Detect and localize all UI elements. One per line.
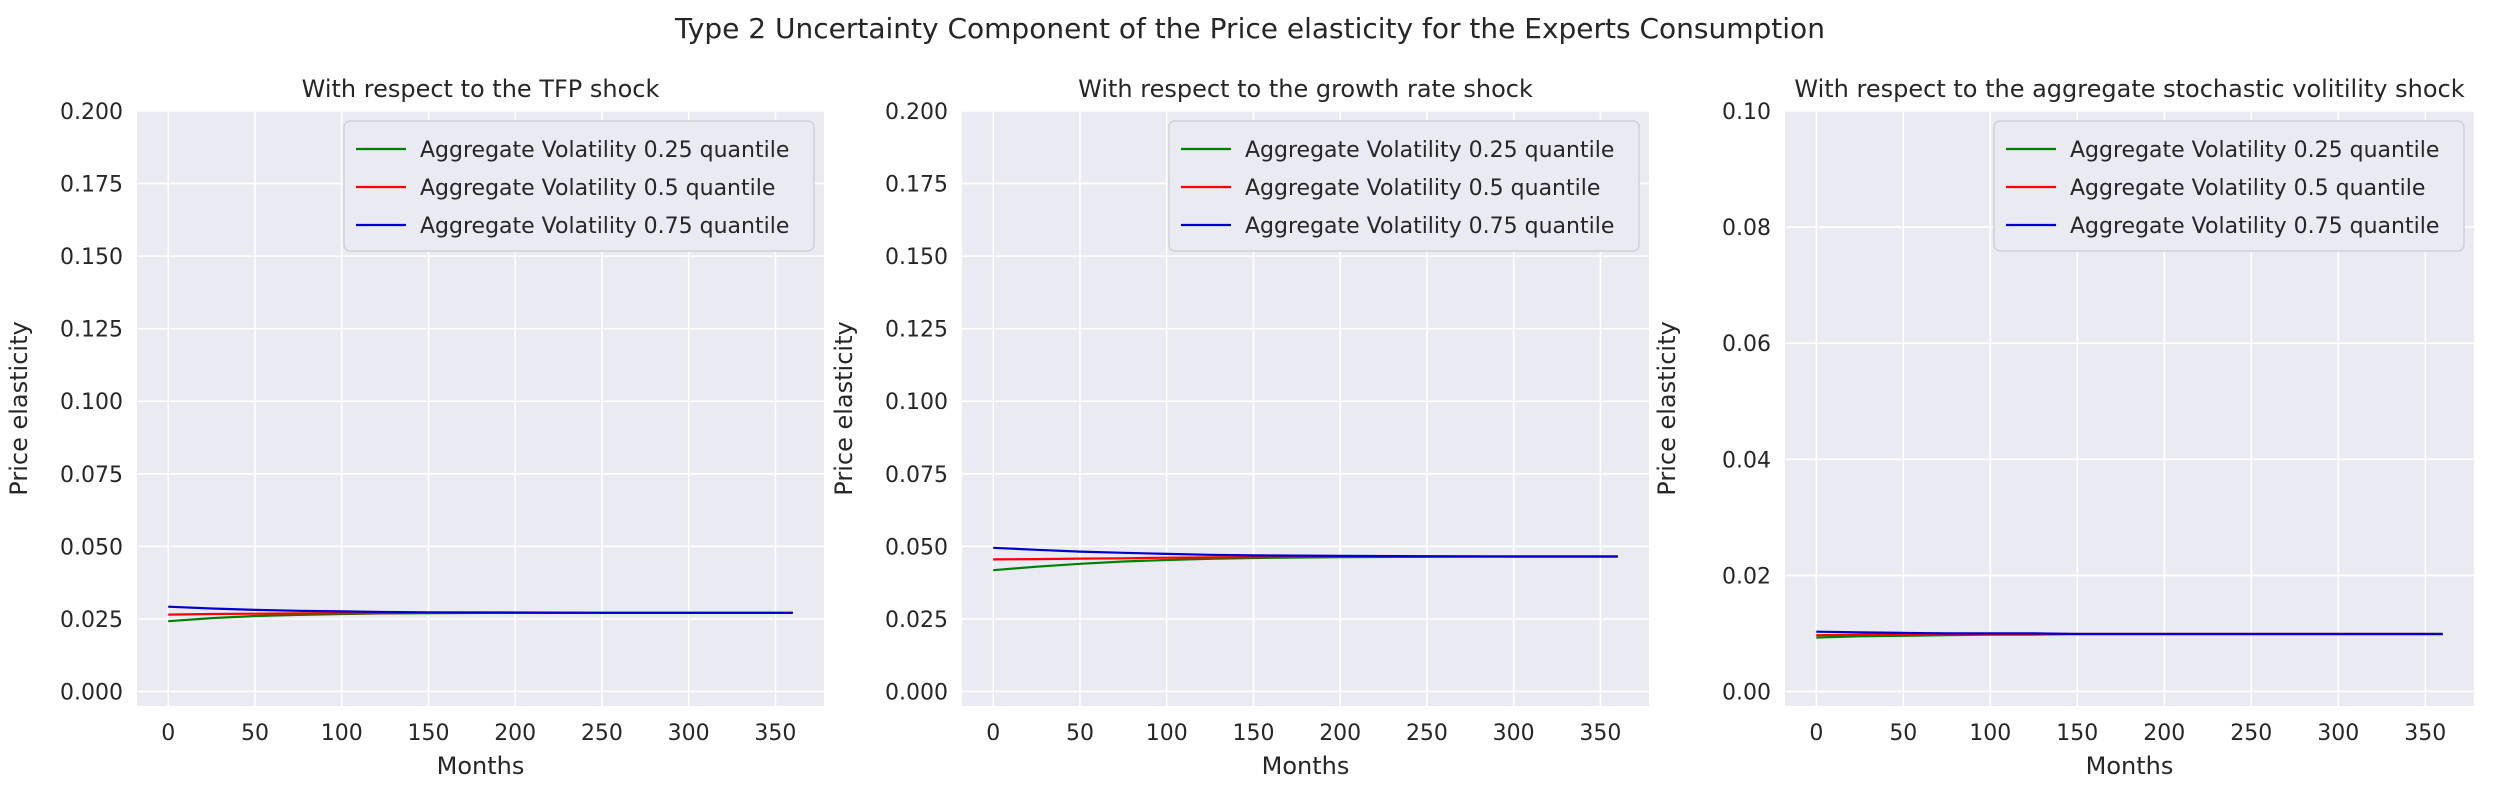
y-tick-label: 0.10: [1722, 100, 1771, 125]
y-tick-label: 0.100: [885, 390, 948, 415]
series-line-3: [1816, 630, 2443, 636]
y-tick-label: 0.06: [1722, 332, 1771, 357]
y-tick-label: 0.025: [885, 608, 948, 633]
y-tick-label: 0.100: [60, 390, 123, 415]
legend-box: [1993, 120, 2465, 252]
chart-title: With respect to the growth rate shock: [1078, 75, 1533, 103]
chart-panel-1: 0 50 100 150 200 250 300 350 0.000 0.025 0.050 0.07…: [5, 75, 824, 780]
chart-title: With respect to the TFP shock: [302, 75, 660, 103]
x-tick-label: 0: [161, 721, 175, 746]
legend-box: [343, 120, 815, 252]
legend-box: [1168, 120, 1640, 252]
x-tick-label: 50: [1066, 721, 1094, 746]
y-tick-label: 0.02: [1722, 564, 1771, 589]
chart-panel-2: 0 50 100 150 200 250 300 350 0.000 0.025 0.050 0.07…: [830, 75, 1649, 780]
legend: Aggregate Volatility 0.25 quantile Aggreg…: [1168, 120, 1640, 252]
y-tick-label: 0.075: [885, 463, 948, 488]
x-tick-label: 200: [1319, 721, 1361, 746]
series-line-3: [993, 546, 1618, 558]
x-tick-label: 200: [2143, 721, 2185, 746]
legend-entry-label: Aggregate Volatility 0.25 quantile: [1245, 138, 1614, 163]
x-tick-label: 100: [1146, 721, 1188, 746]
y-tick-label: 0.125: [60, 318, 123, 343]
y-tick-label: 0.150: [60, 245, 123, 270]
x-tick-label: 300: [668, 721, 710, 746]
x-axis-label: Months: [1262, 752, 1350, 780]
y-tick-label: 0.000: [885, 680, 948, 705]
y-tick-label: 0.175: [60, 173, 123, 198]
y-axis-label: Price elasticity: [1653, 321, 1681, 495]
x-tick-label: 100: [1969, 721, 2011, 746]
x-tick-label: 0: [1809, 721, 1823, 746]
series-line-3: [168, 605, 793, 614]
y-tick-label: 0.150: [885, 245, 948, 270]
y-tick-label: 0.025: [60, 608, 123, 633]
x-axis-label: Months: [437, 752, 525, 780]
legend-entry-label: Aggregate Volatility 0.5 quantile: [420, 176, 775, 201]
chart-panel-3: 0 50 100 150 200 250 300 350 0.00 0.02 0.04 0.06 0.0…: [1653, 75, 2474, 780]
x-tick-label: 250: [2230, 721, 2272, 746]
x-axis-label: Months: [2086, 752, 2174, 780]
x-tick-label: 50: [1889, 721, 1917, 746]
y-tick-label: 0.050: [60, 535, 123, 560]
x-tick-label: 250: [581, 721, 623, 746]
x-tick-label: 250: [1406, 721, 1448, 746]
x-tick-label: 150: [1232, 721, 1274, 746]
y-tick-label: 0.08: [1722, 216, 1771, 241]
x-tick-label: 200: [494, 721, 536, 746]
x-tick-label: 150: [2056, 721, 2098, 746]
x-tick-label: 150: [407, 721, 449, 746]
y-tick-label: 0.200: [885, 100, 948, 125]
x-tick-label: 0: [986, 721, 1000, 746]
y-tick-label: 0.175: [885, 173, 948, 198]
legend-entry-label: Aggregate Volatility 0.5 quantile: [2070, 176, 2425, 201]
x-tick-label: 300: [2317, 721, 2359, 746]
y-tick-label: 0.125: [885, 318, 948, 343]
legend-entry-label: Aggregate Volatility 0.25 quantile: [420, 138, 789, 163]
x-tick-label: 300: [1493, 721, 1535, 746]
y-tick-label: 0.075: [60, 463, 123, 488]
x-tick-label: 350: [754, 721, 796, 746]
y-tick-label: 0.050: [885, 535, 948, 560]
y-axis-label: Price elasticity: [830, 321, 858, 495]
chart-title: With respect to the aggregate stochastic…: [1794, 75, 2464, 103]
y-tick-label: 0.000: [60, 680, 123, 705]
y-tick-label: 0.200: [60, 100, 123, 125]
y-axis-label: Price elasticity: [5, 321, 33, 495]
y-tick-label: 0.04: [1722, 448, 1771, 473]
x-tick-label: 50: [241, 721, 269, 746]
legend-entry-label: Aggregate Volatility 0.75 quantile: [2070, 214, 2439, 239]
legend-entry-label: Aggregate Volatility 0.5 quantile: [1245, 176, 1600, 201]
y-tick-label: 0.00: [1722, 680, 1771, 705]
x-tick-label: 100: [321, 721, 363, 746]
legend: Aggregate Volatility 0.25 quantile Aggreg…: [343, 120, 815, 252]
figure-suptitle: Type 2 Uncertainty Component of the Pric…: [674, 12, 1825, 45]
x-tick-label: 350: [2404, 721, 2446, 746]
legend-entry-label: Aggregate Volatility 0.75 quantile: [1245, 214, 1614, 239]
x-tick-label: 350: [1579, 721, 1621, 746]
legend-entry-label: Aggregate Volatility 0.25 quantile: [2070, 138, 2439, 163]
legend: Aggregate Volatility 0.25 quantile Aggreg…: [1993, 120, 2465, 252]
legend-entry-label: Aggregate Volatility 0.75 quantile: [420, 214, 789, 239]
